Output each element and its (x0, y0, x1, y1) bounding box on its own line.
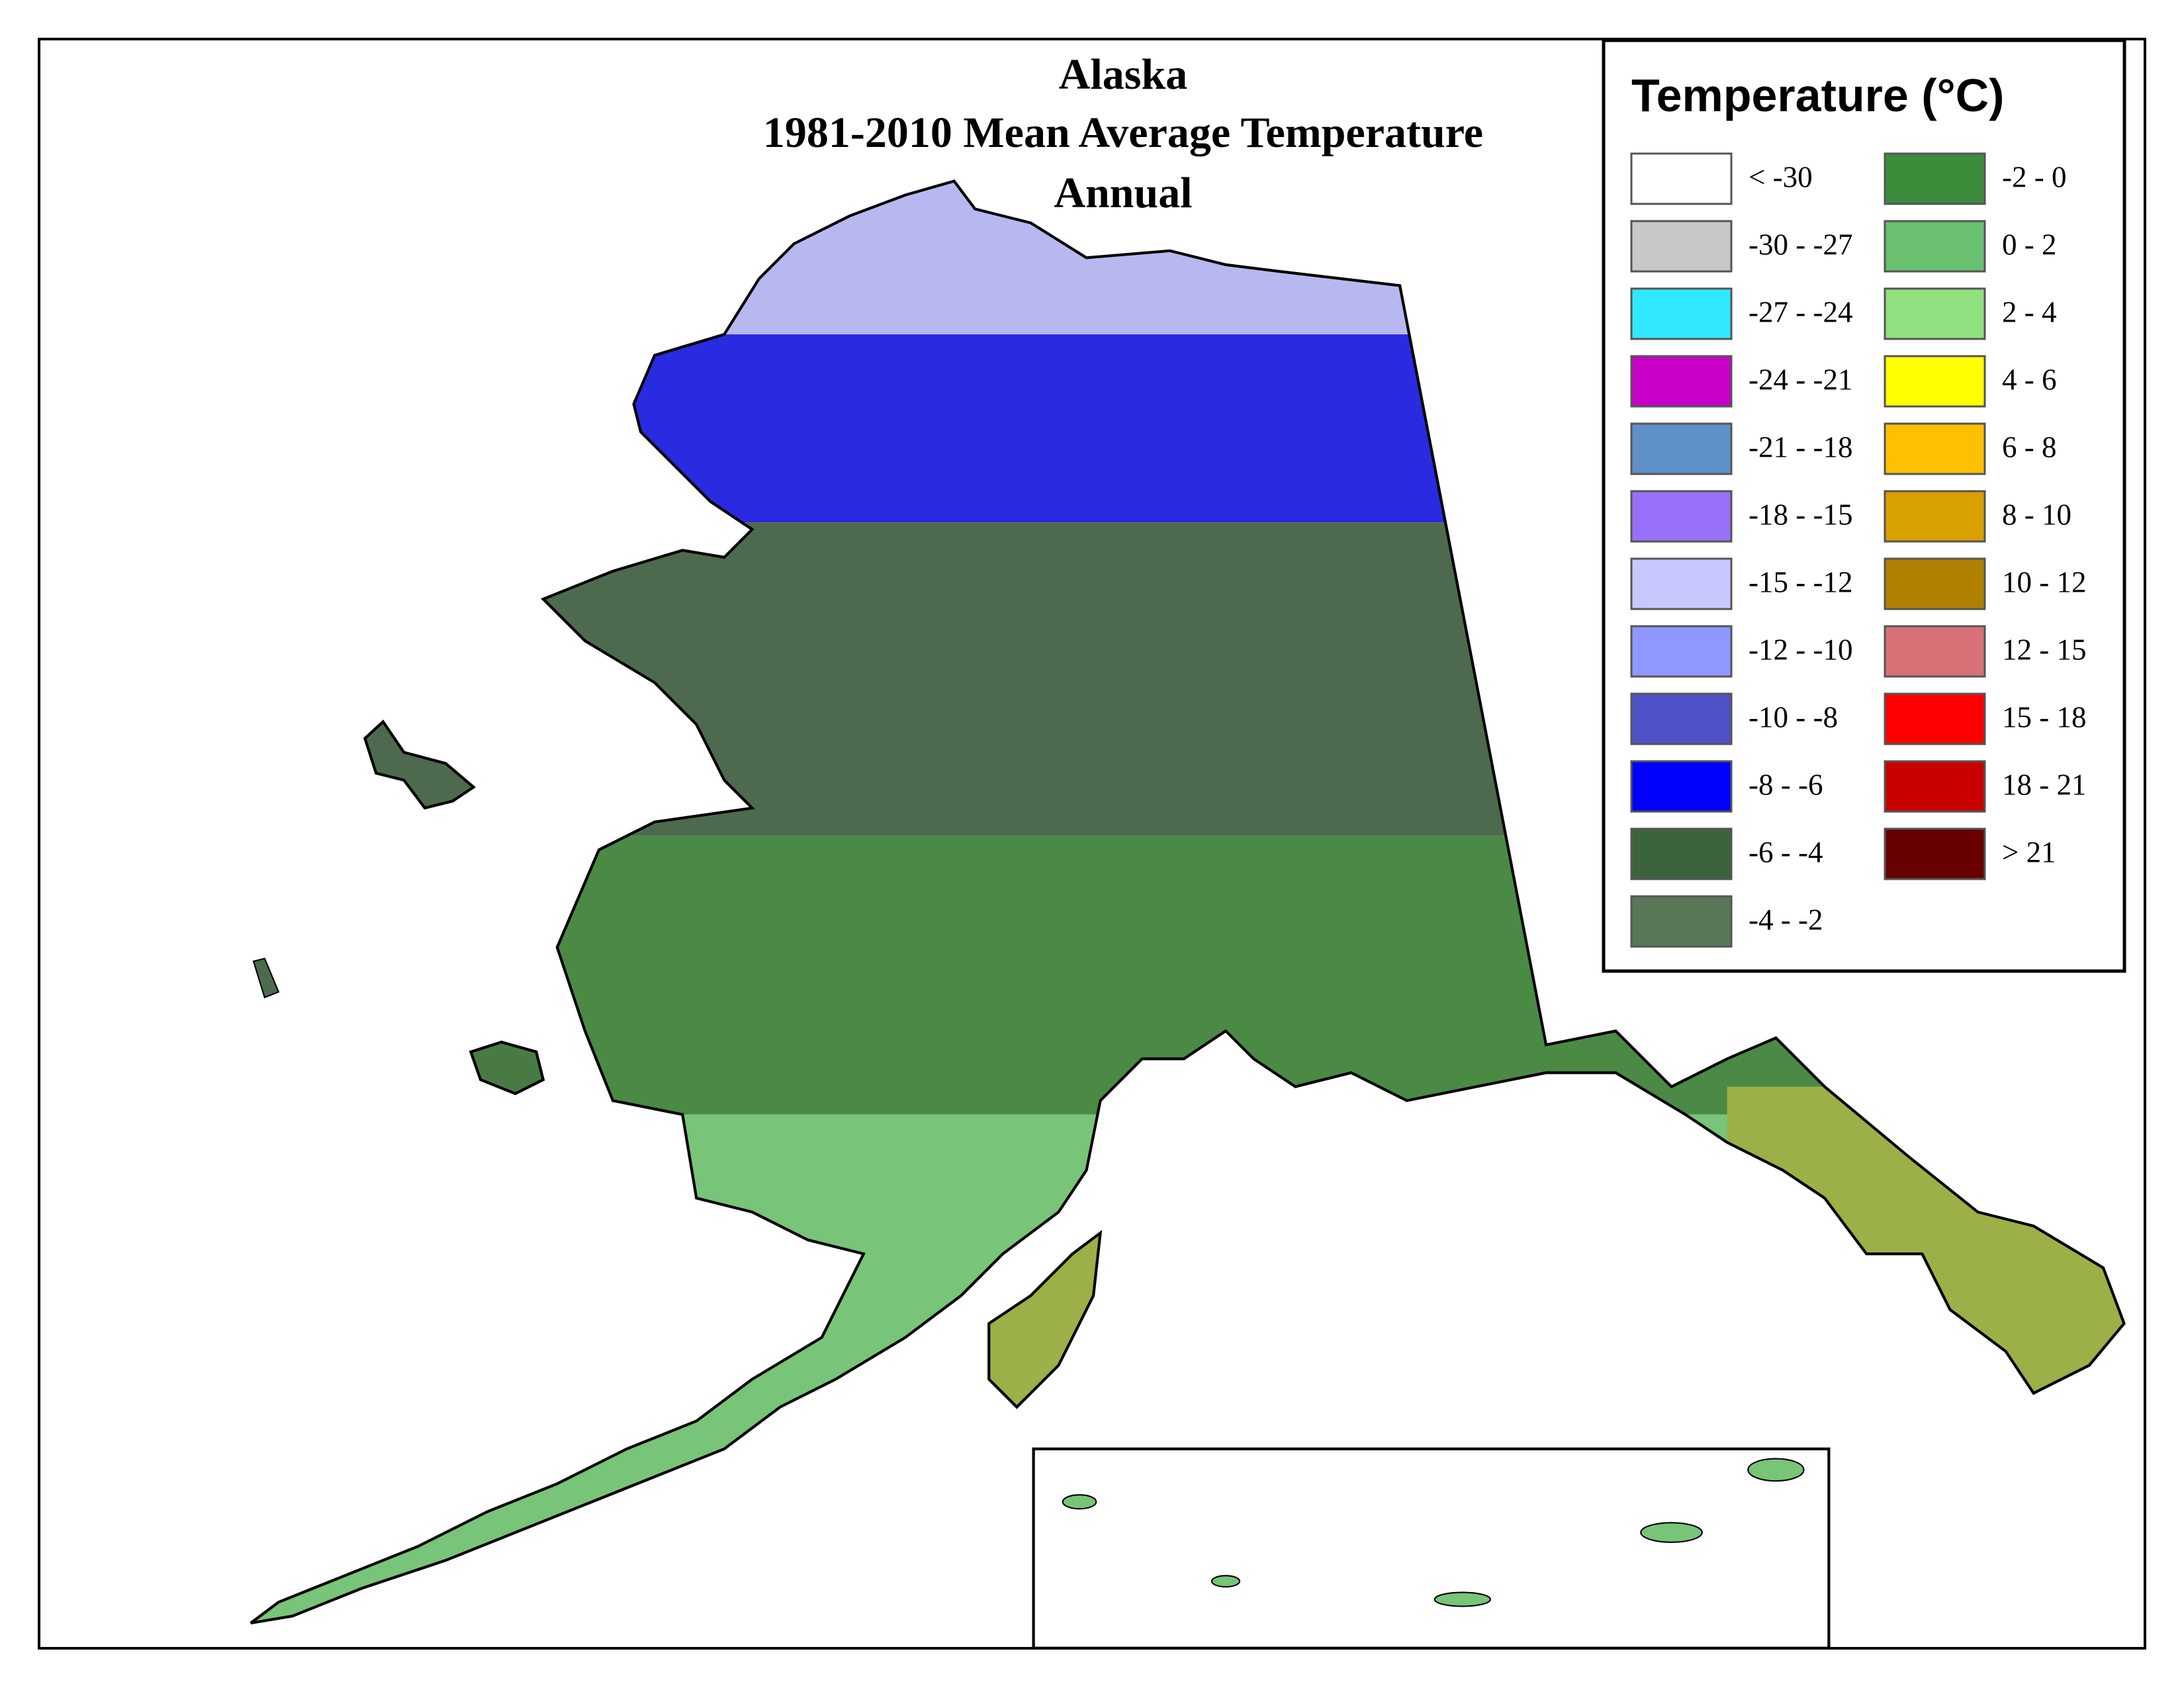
legend-swatch (1630, 355, 1733, 408)
legend-swatch (1630, 220, 1733, 273)
title: Alaska 1981-2010 Mean Average Temperatur… (763, 50, 1483, 217)
legend-label: -24 - -21 (1749, 363, 1852, 396)
legend-swatch (1884, 422, 1986, 475)
title-line: Annual (1054, 169, 1192, 217)
legend: Temperature (°C) < -30 -30 - -27 -27 - -24… (1602, 38, 2126, 973)
legend-swatch (1884, 490, 1986, 543)
legend-label: > 21 (2002, 835, 2056, 868)
legend-label: 8 - 10 (2002, 498, 2071, 531)
legend-label: 0 - 2 (2002, 228, 2057, 261)
legend-swatch (1630, 827, 1733, 880)
legend-swatch (1630, 287, 1733, 340)
legend-label: 15 - 18 (2002, 700, 2087, 733)
legend-label: < -30 (1749, 160, 1813, 193)
legend-swatch (1630, 490, 1733, 543)
legend-label: -27 - -24 (1749, 295, 1852, 328)
legend-label: 12 - 15 (2002, 633, 2087, 666)
legend-swatch (1630, 692, 1733, 745)
legend-label: 4 - 6 (2002, 363, 2057, 396)
legend-label: -8 - -6 (1749, 768, 1823, 801)
legend-swatch (1884, 220, 1986, 273)
legend-label: 18 - 21 (2002, 768, 2087, 801)
legend-label: 2 - 4 (2002, 295, 2057, 328)
legend-swatch (1630, 895, 1733, 948)
legend-swatch (1630, 152, 1733, 205)
legend-swatch (1630, 625, 1733, 678)
legend-label: -2 - 0 (2002, 160, 2066, 193)
legend-swatch (1884, 152, 1986, 205)
legend-label: -12 - -10 (1749, 633, 1852, 666)
title-line: Alaska (1059, 50, 1187, 99)
legend-label: -6 - -4 (1749, 835, 1823, 868)
legend-label: -10 - -8 (1749, 700, 1838, 733)
legend-label: -21 - -18 (1749, 430, 1852, 463)
legend-label: -15 - -12 (1749, 565, 1852, 598)
legend-swatch (1884, 557, 1986, 610)
legend-swatch (1884, 692, 1986, 745)
legend-swatch (1884, 827, 1986, 880)
legend-label: -30 - -27 (1749, 228, 1852, 261)
legend-swatch (1884, 625, 1986, 678)
legend-swatch (1630, 557, 1733, 610)
legend-swatch (1884, 355, 1986, 408)
legend-label: 6 - 8 (2002, 430, 2057, 463)
title-line: 1981-2010 Mean Average Temperature (763, 109, 1483, 157)
legend-swatch (1884, 760, 1986, 813)
legend-swatch (1630, 422, 1733, 475)
legend-swatch (1884, 287, 1986, 340)
legend-label: -18 - -15 (1749, 498, 1852, 531)
legend-label: -4 - -2 (1749, 903, 1823, 936)
legend-title: Temperature (°C) (1631, 70, 2004, 121)
legend-label: 10 - 12 (2002, 565, 2087, 598)
legend-swatch (1630, 760, 1733, 813)
